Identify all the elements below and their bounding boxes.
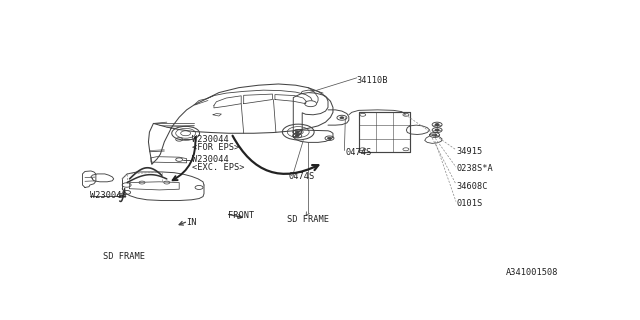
Text: W230044: W230044 bbox=[191, 155, 228, 164]
Text: W230044: W230044 bbox=[90, 191, 127, 200]
Text: <FOR EPS>: <FOR EPS> bbox=[191, 143, 239, 152]
Circle shape bbox=[295, 135, 300, 137]
Text: <EXC. EPS>: <EXC. EPS> bbox=[191, 163, 244, 172]
Text: 0474S: 0474S bbox=[346, 148, 372, 157]
Circle shape bbox=[328, 137, 332, 139]
Text: SD FRAME: SD FRAME bbox=[287, 215, 329, 224]
Text: 34608C: 34608C bbox=[457, 182, 488, 191]
Circle shape bbox=[340, 117, 344, 119]
Text: SD FRAME: SD FRAME bbox=[102, 252, 145, 261]
Text: 34915: 34915 bbox=[457, 147, 483, 156]
Text: 0101S: 0101S bbox=[457, 199, 483, 208]
Text: W230044: W230044 bbox=[191, 135, 228, 144]
Circle shape bbox=[295, 131, 300, 133]
Text: 0238S*A: 0238S*A bbox=[457, 164, 493, 173]
Circle shape bbox=[433, 134, 436, 136]
Text: FRONT: FRONT bbox=[228, 211, 254, 220]
Text: 0474S: 0474S bbox=[288, 172, 315, 181]
Text: A341001508: A341001508 bbox=[506, 268, 558, 277]
Text: IN: IN bbox=[187, 218, 197, 227]
Circle shape bbox=[435, 124, 439, 126]
Circle shape bbox=[435, 129, 439, 131]
Text: 34110B: 34110B bbox=[356, 76, 388, 85]
Circle shape bbox=[120, 195, 123, 196]
